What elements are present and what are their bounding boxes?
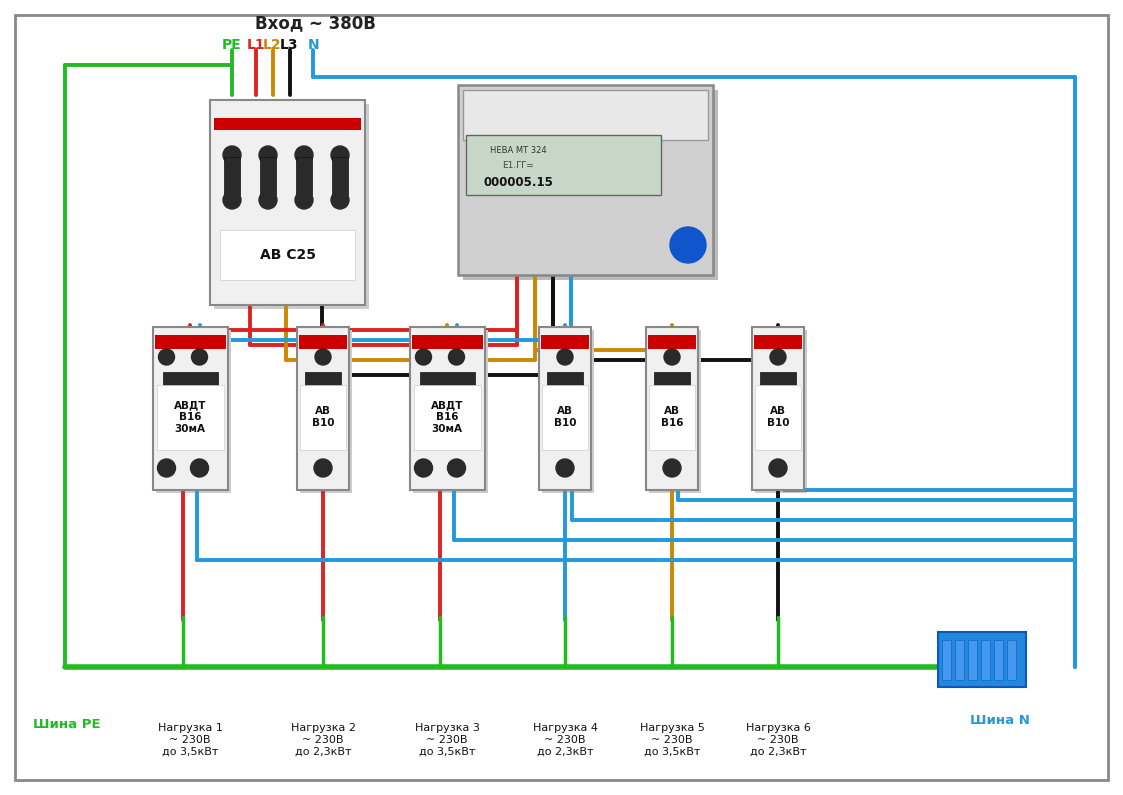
Bar [300,330,351,493]
Bar [547,372,583,427]
Bar [755,330,807,493]
Text: L2: L2 [263,38,282,52]
Bar [410,327,484,490]
Text: L3: L3 [280,38,299,52]
Text: L1: L1 [247,38,265,52]
Text: Нагрузка 3
~ 230В
до 3,5кВт: Нагрузка 3 ~ 230В до 3,5кВт [414,723,480,757]
Bar [541,335,588,349]
Circle shape [158,349,174,365]
Bar [648,335,696,349]
Circle shape [447,459,466,477]
Text: Нагрузка 2
~ 230В
до 2,3кВт: Нагрузка 2 ~ 230В до 2,3кВт [291,723,356,757]
Bar [261,157,276,195]
Bar [654,372,690,427]
Bar [214,104,369,309]
Bar [210,100,365,305]
Circle shape [331,146,349,164]
Circle shape [331,191,349,209]
Bar [942,640,951,680]
Circle shape [416,349,431,365]
Text: 000005.15: 000005.15 [483,176,553,188]
Bar [754,335,802,349]
Text: Нагрузка 5
~ 230В
до 3,5кВт: Нагрузка 5 ~ 230В до 3,5кВт [640,723,704,757]
Text: АВ
В10: АВ В10 [554,406,576,428]
Text: Нагрузка 1
~ 230В
до 3,5кВт: Нагрузка 1 ~ 230В до 3,5кВт [157,723,222,757]
Bar [223,157,240,195]
Bar [163,372,218,427]
Circle shape [314,349,331,365]
Text: Нагрузка 4
~ 230В
до 2,3кВт: Нагрузка 4 ~ 230В до 2,3кВт [532,723,597,757]
Text: АВ
В16: АВ В16 [660,406,683,428]
Bar [296,157,312,195]
Bar [153,327,228,490]
Text: Вход ~ 380В: Вход ~ 380В [255,14,375,32]
Circle shape [295,191,313,209]
Bar [649,330,701,493]
Bar [542,385,588,450]
Circle shape [223,146,241,164]
Circle shape [769,459,787,477]
Circle shape [191,459,209,477]
Text: АВ
В10: АВ В10 [767,406,789,428]
Circle shape [557,349,573,365]
Circle shape [670,227,706,263]
Text: Шина РЕ: Шина РЕ [34,719,101,731]
Circle shape [295,146,313,164]
Bar [413,385,481,450]
Text: Е1.ΓΓ=: Е1.ΓΓ= [502,161,533,169]
Bar [646,327,699,490]
Text: N: N [308,38,320,52]
Bar [220,230,355,280]
Text: АВ С25: АВ С25 [259,248,316,262]
Bar [982,640,990,680]
Bar [156,385,223,450]
Text: PE: PE [222,38,241,52]
Bar [752,327,804,490]
Bar [411,335,483,349]
Bar [755,385,801,450]
Bar [296,327,349,490]
Bar [539,327,591,490]
Circle shape [259,146,277,164]
Bar [412,330,487,493]
Circle shape [664,349,681,365]
Bar [938,632,1026,687]
Bar [155,335,226,349]
Bar [649,385,695,450]
Circle shape [314,459,332,477]
Bar [332,157,348,195]
Bar [955,640,964,680]
Bar [760,372,796,427]
Circle shape [556,459,574,477]
Circle shape [223,191,241,209]
Text: АВ
В10: АВ В10 [312,406,335,428]
Bar [1007,640,1016,680]
Text: Нагрузка 6
~ 230В
до 2,3кВт: Нагрузка 6 ~ 230В до 2,3кВт [746,723,811,757]
Bar [458,85,713,275]
Bar [542,330,594,493]
Bar [300,385,346,450]
Bar [214,118,360,130]
Circle shape [663,459,681,477]
Circle shape [259,191,277,209]
Circle shape [770,349,786,365]
Bar [305,372,341,427]
Text: Шина N: Шина N [970,713,1030,727]
Bar [463,90,718,280]
Bar [420,372,475,427]
Circle shape [192,349,208,365]
Circle shape [414,459,432,477]
Bar [968,640,977,680]
Text: АВДТ
В16
30мА: АВДТ В16 30мА [431,401,464,433]
Circle shape [157,459,175,477]
Circle shape [448,349,465,365]
Bar [299,335,347,349]
Text: АВДТ
В16
30мА: АВДТ В16 30мА [174,401,207,433]
Bar [994,640,1003,680]
Text: НЕВА МТ 324: НЕВА МТ 324 [490,145,546,154]
Bar [155,330,230,493]
Bar [463,90,707,140]
Bar [466,135,661,195]
